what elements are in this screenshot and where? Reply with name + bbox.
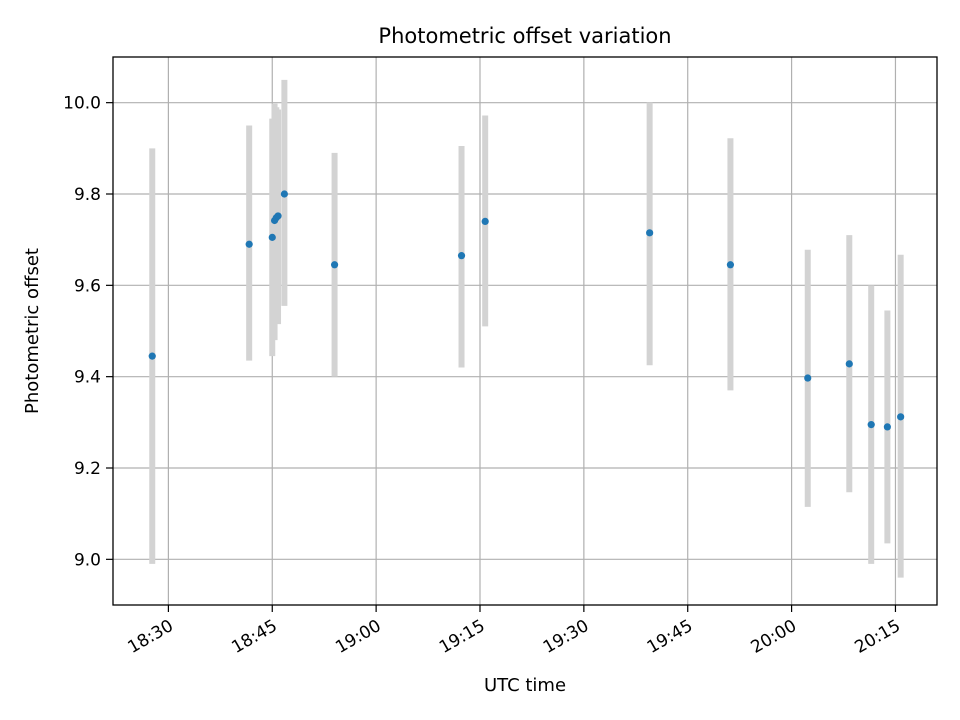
grid (113, 57, 937, 605)
data-point (867, 421, 875, 429)
error-bars (149, 79, 904, 578)
y-tick-label: 9.8 (74, 185, 101, 205)
data-point (330, 261, 339, 269)
x-tick-label: 20:00 (748, 616, 800, 658)
x-tick-label: 19:45 (644, 616, 696, 658)
data-point (481, 217, 489, 225)
data-point (883, 423, 891, 431)
chart-title: Photometric offset variation (378, 24, 671, 48)
x-axis-title: UTC time (484, 675, 566, 696)
y-tick-label: 9.2 (74, 459, 101, 479)
data-point (845, 360, 853, 368)
x-tick-label: 19:30 (540, 616, 592, 658)
data-point (148, 352, 156, 360)
y-tick-label: 9.0 (74, 550, 101, 570)
data-point (457, 252, 466, 260)
data-point (274, 212, 282, 220)
data-point (804, 374, 812, 382)
x-tick-label: 19:15 (436, 616, 488, 658)
data-point (726, 261, 735, 269)
x-tick-label: 18:30 (124, 616, 176, 658)
data-point (280, 190, 288, 198)
y-axis-title: Photometric offset (22, 248, 43, 414)
y-tick-label: 9.4 (74, 368, 101, 388)
plot-frame (112, 56, 938, 606)
x-tick-label: 20:15 (852, 616, 904, 658)
data-point (245, 240, 253, 248)
data-points (148, 190, 905, 431)
x-tick-label: 19:00 (332, 616, 384, 658)
y-tick-label: 10.0 (63, 94, 101, 114)
data-point (897, 413, 905, 421)
data-point (268, 233, 276, 241)
data-point (646, 229, 654, 237)
x-tick-label: 18:45 (228, 616, 280, 658)
y-tick-label: 9.6 (74, 276, 101, 296)
